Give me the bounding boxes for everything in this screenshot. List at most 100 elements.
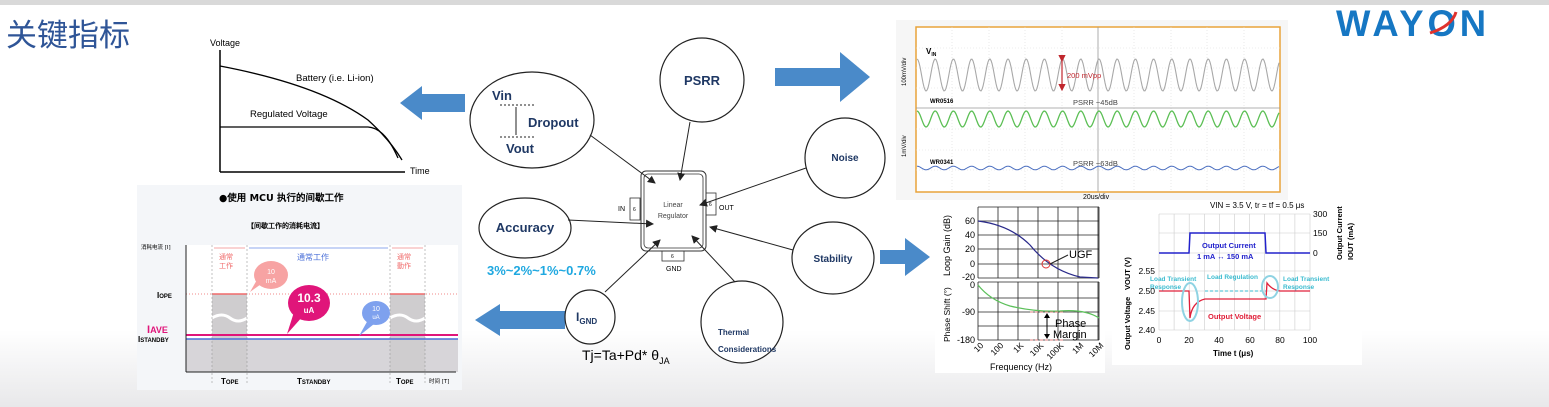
svg-text:Phase Shift (°): Phase Shift (°) <box>942 287 952 342</box>
svg-text:2.50: 2.50 <box>1138 286 1155 296</box>
svg-text:動作: 動作 <box>397 261 411 270</box>
svg-text:Frequency (Hz): Frequency (Hz) <box>990 362 1052 372</box>
svg-text:Loop Gain (dB): Loop Gain (dB) <box>942 215 952 276</box>
svg-text:●使用 MCU 执行的间歇工作: ●使用 MCU 执行的间歇工作 <box>219 192 344 204</box>
noise-bubble: Noise <box>804 117 886 199</box>
svg-text:Vout: Vout <box>506 141 535 156</box>
svg-text:WR0516: WR0516 <box>930 99 954 105</box>
svg-text:100mV/div: 100mV/div <box>902 58 908 86</box>
svg-text:uA: uA <box>372 315 379 321</box>
svg-text:Regulated Voltage: Regulated Voltage <box>250 109 328 120</box>
svg-text:消耗电流 [I]: 消耗电流 [I] <box>141 243 171 251</box>
svg-text:Vin: Vin <box>492 88 512 103</box>
svg-text:VIN = 3.5 V, tr = tf = 0.5 μs: VIN = 3.5 V, tr = tf = 0.5 μs <box>1210 201 1304 210</box>
load-transient-chart: VIN = 3.5 V, tr = tf = 0.5 μs Output Cur… <box>1112 200 1362 365</box>
svg-text:mA: mA <box>266 278 277 285</box>
thermal-formula: Tj=Ta+Pd* θJA <box>582 347 670 366</box>
regulated-curve <box>220 126 399 159</box>
svg-text:6: 6 <box>633 207 636 213</box>
svg-text:Noise: Noise <box>831 153 859 164</box>
svg-text:时间 [T]: 时间 [T] <box>429 377 449 385</box>
svg-text:100: 100 <box>1303 335 1317 345</box>
svg-text:200 mVpp: 200 mVpp <box>1067 71 1101 80</box>
svg-text:0: 0 <box>1157 335 1162 345</box>
svg-text:Output Current: Output Current <box>1335 206 1344 260</box>
svg-text:Load Regulation: Load Regulation <box>1207 274 1258 281</box>
svg-text:Margin: Margin <box>1053 329 1087 341</box>
mcu-intermittent-current-chart: ●使用 MCU 执行的间歇工作 【间歇工作的消耗电流】 消耗电流 [I] 时间 … <box>137 185 462 390</box>
svg-text:Considerations: Considerations <box>718 345 777 354</box>
svg-text:10: 10 <box>267 269 275 276</box>
svg-text:20us/div: 20us/div <box>1083 194 1110 201</box>
svg-text:IAVE: IAVE <box>147 324 168 336</box>
svg-text:2.45: 2.45 <box>1138 306 1155 316</box>
svg-text:Time t (μs): Time t (μs) <box>1213 349 1254 358</box>
slide-title: 关键指标 <box>6 18 130 54</box>
svg-text:Stability: Stability <box>814 254 853 265</box>
svg-text:2.40: 2.40 <box>1138 325 1155 335</box>
svg-text:TOPE: TOPE <box>221 377 239 386</box>
svg-text:40: 40 <box>965 230 975 240</box>
gain-curve <box>977 220 1099 279</box>
svg-text:60: 60 <box>1245 335 1255 345</box>
svg-text:WR0341: WR0341 <box>930 160 954 166</box>
svg-text:Response: Response <box>1150 284 1181 291</box>
svg-text:Thermal: Thermal <box>718 328 749 337</box>
bubble-10-3ua: 10.3 uA <box>287 285 330 334</box>
psrr-scope-capture: VIN 200 mVpp WR0516 PSRR ~45dB WR0341 PS… <box>896 20 1288 201</box>
svg-text:80: 80 <box>1275 335 1285 345</box>
arrow-left-icon <box>475 304 565 336</box>
svg-text:uA: uA <box>304 306 315 315</box>
svg-text:TOPE: TOPE <box>396 377 414 386</box>
svg-text:PSRR ~45dB: PSRR ~45dB <box>1073 98 1118 107</box>
ignd-bubble: IGND <box>564 289 616 345</box>
svg-text:GND: GND <box>666 266 682 273</box>
svg-text:6: 6 <box>671 254 674 260</box>
svg-text:-180: -180 <box>957 335 975 345</box>
arrow-right-icon <box>880 238 930 276</box>
bubble-10ua: 10 uA <box>359 301 390 336</box>
svg-text:1mV/div: 1mV/div <box>902 135 908 157</box>
svg-text:20: 20 <box>965 244 975 254</box>
svg-text:【间歇工作的消耗电流】: 【间歇工作的消耗电流】 <box>247 221 324 230</box>
svg-text:6: 6 <box>709 202 712 208</box>
svg-text:PSRR: PSRR <box>684 73 721 88</box>
svg-text:Time: Time <box>410 166 430 176</box>
svg-text:0: 0 <box>970 259 975 269</box>
wayon-logo: WAYON <box>1336 3 1490 44</box>
svg-text:10: 10 <box>372 306 380 313</box>
svg-text:Output Voltage: Output Voltage <box>1208 312 1261 321</box>
accuracy-bubble: Accuracy <box>478 197 572 259</box>
svg-text:PSRR ~63dB: PSRR ~63dB <box>1073 159 1118 168</box>
svg-text:1 mA ↔ 150 mA: 1 mA ↔ 150 mA <box>1197 252 1254 261</box>
svg-text:OUT: OUT <box>719 205 735 212</box>
svg-text:IGND: IGND <box>576 310 597 326</box>
svg-text:Load Transient: Load Transient <box>1150 276 1197 283</box>
dropout-bubble: Vin Dropout Vout <box>469 71 595 169</box>
svg-text:40: 40 <box>1214 335 1224 345</box>
svg-text:WAYON: WAYON <box>1336 3 1490 44</box>
svg-text:60: 60 <box>965 216 975 226</box>
svg-text:150: 150 <box>1313 228 1327 238</box>
top-bar <box>0 0 1549 5</box>
svg-text:IOPE: IOPE <box>157 291 172 300</box>
output-current-line <box>1159 232 1310 254</box>
svg-text:通常工作: 通常工作 <box>297 252 329 262</box>
battery-voltage-chart: Voltage Time Battery (i.e. Li-ion) Regul… <box>210 38 430 176</box>
connector-arrows <box>567 121 807 293</box>
svg-text:Output Voltage: Output Voltage <box>1123 297 1132 350</box>
svg-text:Linear: Linear <box>663 202 683 209</box>
svg-text:10.3: 10.3 <box>297 291 321 305</box>
svg-text:ISTANDBY: ISTANDBY <box>138 335 169 344</box>
thermal-bubble: Thermal Considerations <box>700 280 784 364</box>
svg-text:0: 0 <box>1313 248 1318 258</box>
svg-text:-20: -20 <box>962 272 975 282</box>
linear-regulator-diagram: Linear Regulator IN OUT GND 6 6 6 <box>618 170 735 273</box>
svg-text:20: 20 <box>1184 335 1194 345</box>
svg-text:300: 300 <box>1313 209 1327 219</box>
stability-bubble: Stability <box>791 221 875 295</box>
svg-text:Voltage: Voltage <box>210 38 240 48</box>
phase-curve <box>977 284 1100 319</box>
arrow-left-icon <box>400 86 465 120</box>
